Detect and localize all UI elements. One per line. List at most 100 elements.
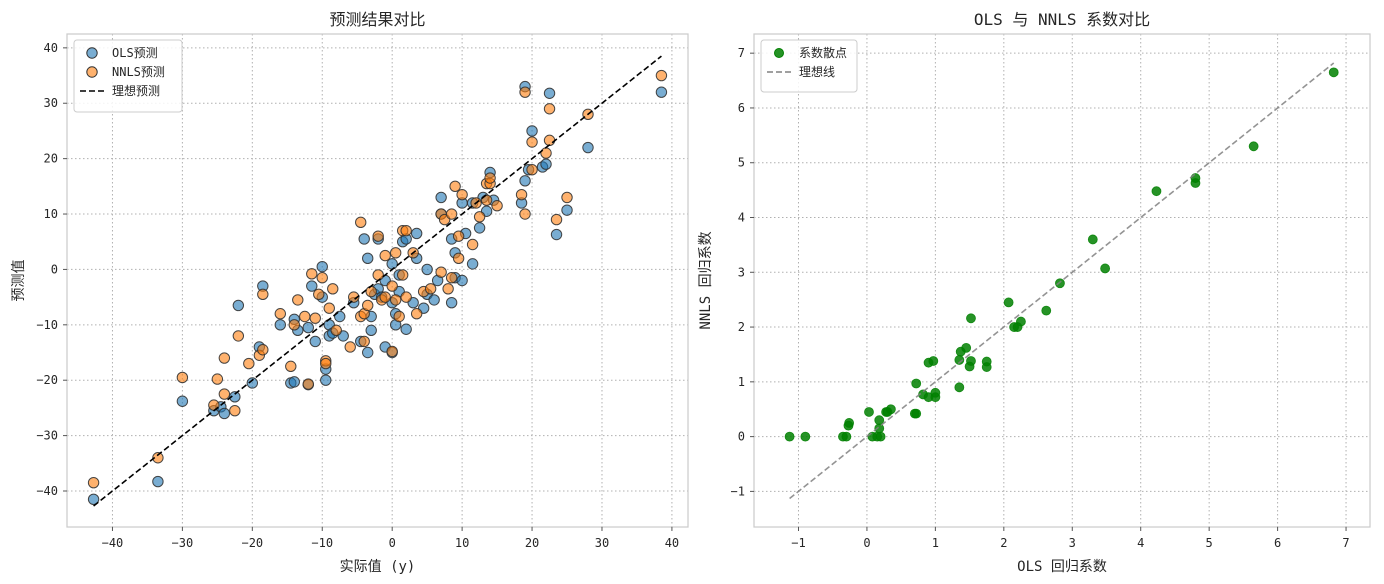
left-y-tick-label: −30: [36, 429, 58, 443]
right-legend-label: 理想线: [799, 64, 835, 79]
left-y-tick-label: 30: [44, 96, 58, 110]
right-y-tick-label: 5: [738, 156, 745, 170]
left-point: [309, 312, 321, 324]
left-point: [393, 310, 405, 323]
left-point: [396, 269, 409, 281]
left-point: [400, 323, 412, 335]
left-point: [232, 330, 245, 342]
left-point: [306, 268, 318, 280]
left-legend-label: OLS预测: [112, 46, 158, 60]
left-y-axis-label: 预测值: [11, 260, 27, 302]
left-point: [306, 280, 318, 292]
left-point: [655, 86, 668, 98]
left-point: [526, 125, 538, 137]
right-point: [911, 408, 922, 419]
left-point: [355, 216, 367, 229]
left-x-tick-label: −40: [102, 536, 124, 550]
left-point: [473, 222, 486, 234]
left-legend-label: NNLS预测: [112, 65, 165, 79]
left-y-tick-label: 20: [44, 152, 58, 166]
left-point: [327, 283, 339, 295]
left-legend-marker: [86, 66, 98, 78]
left-point: [540, 158, 552, 170]
right-y-tick-label: 7: [738, 46, 745, 60]
right-point: [928, 356, 939, 366]
left-point: [428, 294, 440, 306]
right-x-tick-label: 1: [932, 536, 939, 550]
right-x-tick-label: 6: [1274, 536, 1281, 550]
left-point: [435, 191, 447, 204]
left-point: [313, 288, 325, 301]
left-point: [519, 175, 531, 187]
right-point: [966, 356, 976, 366]
right-y-tick-label: 0: [738, 430, 745, 444]
left-point: [456, 274, 468, 287]
left-point: [243, 357, 255, 370]
right-point: [841, 431, 852, 442]
right-x-tick-label: 3: [1069, 536, 1076, 550]
left-x-tick-label: 40: [665, 536, 679, 550]
left-point: [299, 310, 311, 323]
right-x-tick-label: −1: [791, 536, 805, 550]
right-point: [966, 313, 976, 324]
left-point: [87, 493, 100, 506]
right-y-tick-label: 2: [738, 320, 745, 334]
left-point: [229, 404, 241, 417]
left-point: [372, 269, 384, 281]
left-point: [435, 266, 447, 278]
left-point: [655, 69, 668, 82]
left-ideal-line: [93, 55, 662, 507]
right-y-tick-label: −1: [731, 484, 745, 498]
right-point: [1087, 234, 1098, 245]
left-point: [582, 141, 594, 154]
right-point: [1190, 178, 1201, 188]
left-point: [152, 475, 164, 488]
left-y-tick-label: −20: [36, 373, 58, 387]
left-point: [550, 228, 563, 241]
left-point: [211, 373, 224, 385]
left-point: [389, 294, 402, 306]
right-series-0: [784, 67, 1339, 442]
left-point: [445, 272, 458, 284]
right-point: [784, 431, 795, 442]
right-chart: −1 0 1 2 3 4 5 6 7 −1 0 1 2 3 4 5 6 7 OLS 与 NNLS 系数对比 OLS 回…: [697, 10, 1371, 575]
left-series-1: [87, 69, 668, 489]
left-point: [365, 324, 377, 337]
left-point: [323, 302, 335, 314]
left-point: [389, 247, 402, 259]
right-point: [1016, 316, 1026, 327]
left-point: [540, 147, 552, 159]
left-point: [526, 136, 538, 148]
right-x-tick-label: 5: [1206, 536, 1213, 550]
left-point: [358, 335, 370, 348]
left-point: [526, 164, 538, 176]
right-point: [1041, 305, 1052, 316]
left-point: [246, 377, 259, 389]
left-point: [344, 341, 356, 353]
right-x-tick-label: 2: [1000, 536, 1007, 550]
left-point: [543, 134, 556, 147]
left-point: [320, 374, 332, 386]
left-point: [543, 87, 556, 99]
left-legend-label: 理想预测: [112, 83, 160, 98]
left-point: [400, 291, 412, 303]
right-x-tick-label: 4: [1137, 536, 1144, 550]
left-point: [445, 208, 458, 220]
left-point: [466, 238, 479, 251]
left-point: [519, 208, 531, 220]
left-point: [442, 283, 454, 295]
right-y-tick-label: 3: [738, 265, 745, 279]
left-chart-title: 预测结果对比: [329, 10, 425, 29]
left-point: [410, 227, 423, 240]
right-y-tick-label: 4: [738, 211, 745, 225]
left-x-tick-label: −30: [172, 536, 194, 550]
left-point: [257, 344, 269, 356]
right-point: [1151, 186, 1162, 197]
left-legend-box: [73, 39, 183, 113]
right-legend-box: [760, 39, 858, 93]
left-point: [561, 191, 573, 204]
left-point: [484, 172, 496, 184]
right-point: [911, 378, 922, 389]
left-point: [348, 291, 360, 303]
